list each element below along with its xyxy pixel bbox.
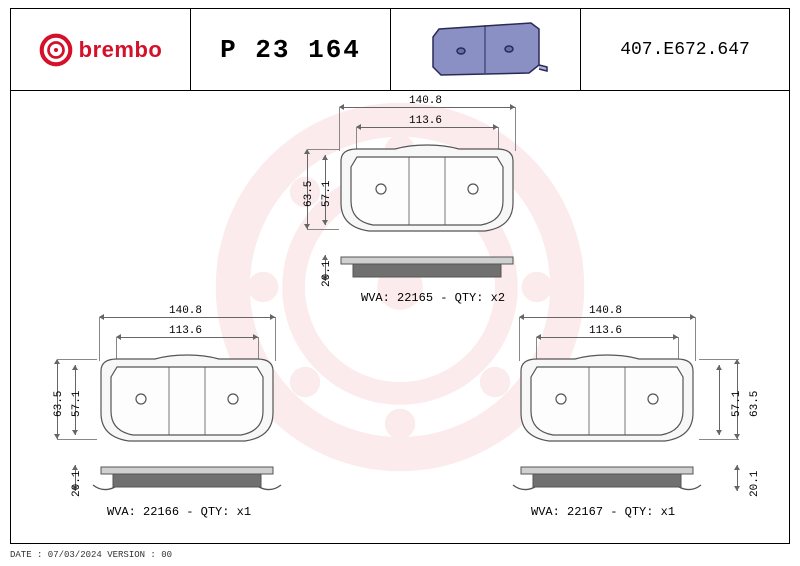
dim-height-inner-3: 57.1 xyxy=(731,391,743,417)
pad-side-drawing-2 xyxy=(91,463,301,497)
wva-label-22165: WVA: 22165 - QTY: x2 xyxy=(361,291,505,305)
pad-side-drawing-3 xyxy=(511,463,721,497)
dim-width-inner-2: 113.6 xyxy=(169,325,202,337)
dim-height-inner-2: 57.1 xyxy=(71,391,83,417)
brand-cell: brembo xyxy=(11,9,191,90)
reference-number: 407.E672.647 xyxy=(581,9,789,90)
drawing-area: 140.8 113.6 63.5 57.1 xyxy=(11,91,789,543)
part-number: P 23 164 xyxy=(191,9,391,90)
pad-22165: 140.8 113.6 63.5 57.1 xyxy=(301,101,541,311)
wva-label-22167: WVA: 22167 - QTY: x1 xyxy=(531,505,675,519)
pad-22166: 140.8 113.6 63.5 57.1 xyxy=(51,311,301,535)
pad-22167: 140.8 113.6 63.5 57.1 xyxy=(501,311,761,535)
dim-thickness: 20.1 xyxy=(321,261,333,287)
dim-height-outer: 63.5 xyxy=(303,181,315,207)
drawing-sheet: brembo P 23 164 407.E672.647 140.8 xyxy=(10,8,790,544)
pad-face-drawing-3 xyxy=(515,353,715,453)
dim-height-outer-2: 63.5 xyxy=(53,391,65,417)
pad-face-drawing-2 xyxy=(95,353,295,453)
title-block: brembo P 23 164 407.E672.647 xyxy=(11,9,789,91)
product-thumbnail xyxy=(391,9,581,90)
brand-name: brembo xyxy=(79,37,163,63)
pad-side-drawing xyxy=(335,253,535,283)
dim-width-outer: 140.8 xyxy=(409,95,442,107)
wva-label-22166: WVA: 22166 - QTY: x1 xyxy=(107,505,251,519)
brembo-logo-icon xyxy=(39,33,73,67)
pad-face-drawing xyxy=(335,143,535,243)
dim-width-outer-2: 140.8 xyxy=(169,305,202,317)
dim-width-inner-3: 113.6 xyxy=(589,325,622,337)
dim-thickness-2: 20.1 xyxy=(71,471,83,497)
footer-text: DATE : 07/03/2024 VERSION : 00 xyxy=(10,550,172,560)
dim-height-outer-3: 63.5 xyxy=(749,391,761,417)
dim-height-inner: 57.1 xyxy=(321,181,333,207)
dim-width-inner: 113.6 xyxy=(409,115,442,127)
dim-width-outer-3: 140.8 xyxy=(589,305,622,317)
dim-thickness-3: 20.1 xyxy=(749,471,761,497)
